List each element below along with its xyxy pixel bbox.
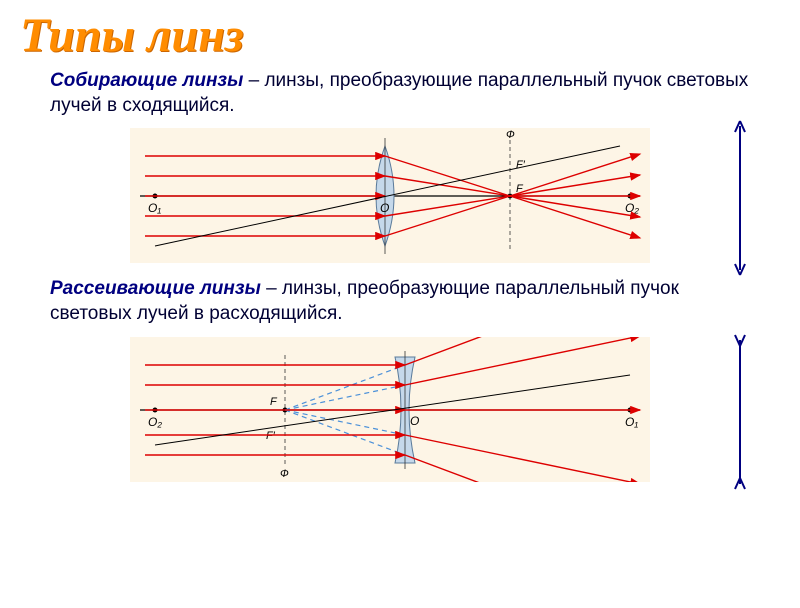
label-o2: O₂ — [625, 201, 639, 215]
label-o: O — [380, 201, 389, 215]
label-o1b: O₂ — [148, 415, 162, 429]
converging-symbol-icon — [725, 118, 755, 278]
converging-diagram-wrap: O₁ O₂ O F F′ Ф — [0, 128, 800, 263]
label-fpb: F′ — [266, 430, 276, 442]
diverging-svg: O₂ O₁ O F F′ Ф — [130, 337, 650, 482]
converging-diagram: O₁ O₂ O F F′ Ф — [130, 128, 650, 263]
page-title: Типы линз — [20, 8, 800, 63]
converging-definition: Собирающие линзы – линзы, преобразующие … — [50, 69, 760, 118]
term-diverging: Рассеивающие линзы — [50, 278, 261, 299]
diverging-diagram: O₂ O₁ O F F′ Ф — [130, 337, 650, 482]
diverging-diagram-wrap: O₂ O₁ O F F′ Ф — [0, 337, 800, 482]
term-converging: Собирающие линзы — [50, 70, 243, 91]
converging-svg: O₁ O₂ O F F′ Ф — [130, 128, 650, 263]
label-phib: Ф — [280, 468, 289, 480]
label-o2b: O₁ — [625, 415, 638, 429]
label-o1: O₁ — [148, 201, 161, 215]
label-ob: O — [410, 414, 419, 428]
label-fp: F′ — [516, 159, 526, 171]
label-fb: F — [270, 396, 278, 408]
label-phi: Ф — [506, 129, 515, 141]
diverging-definition: Рассеивающие линзы – линзы, преобразующи… — [50, 277, 760, 326]
diverging-symbol-icon — [725, 332, 755, 492]
